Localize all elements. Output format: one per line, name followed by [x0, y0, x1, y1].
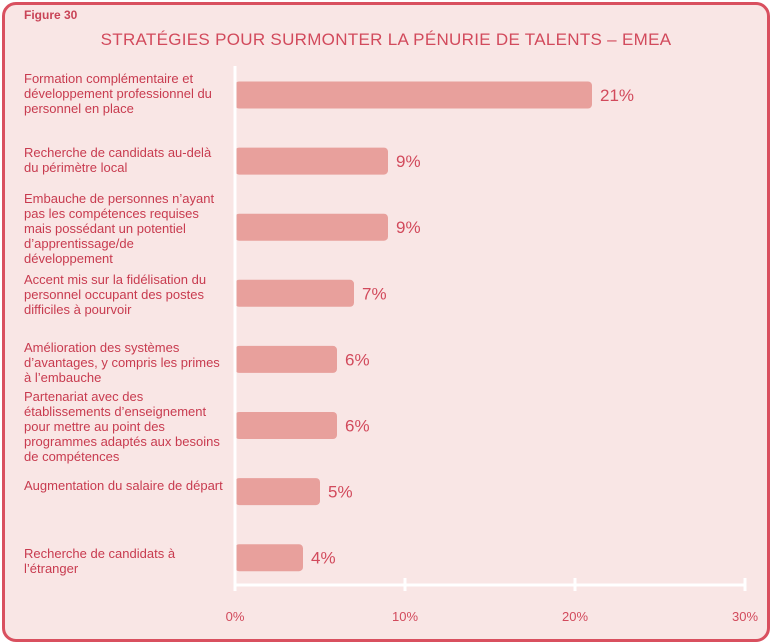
bar	[235, 345, 337, 373]
value-label: 6%	[345, 350, 370, 369]
value-label: 6%	[345, 417, 370, 436]
category-label: Amélioration des systèmes d’avantages, y…	[24, 340, 220, 385]
bar	[235, 81, 592, 109]
value-label: 9%	[396, 218, 421, 237]
x-tick-label: 10%	[392, 609, 418, 624]
category-label: Augmentation du salaire de départ	[24, 478, 223, 493]
category-label: Accent mis sur la fidélisation du person…	[24, 272, 207, 317]
x-tick-label: 0%	[226, 609, 245, 624]
x-tick-label: 20%	[562, 609, 588, 624]
value-label: 21%	[600, 86, 634, 105]
bar	[235, 478, 320, 506]
x-tick-label: 30%	[732, 609, 758, 624]
bar	[235, 279, 354, 307]
category-label: Partenariat avec des établissements d’en…	[24, 389, 220, 464]
value-label: 5%	[328, 483, 353, 502]
category-label: Formation complémentaire et développemen…	[24, 71, 212, 116]
category-label: Recherche de candidats à l’étranger	[24, 546, 176, 576]
chart-title: STRATÉGIES POUR SURMONTER LA PÉNURIE DE …	[100, 30, 672, 49]
category-label: Recherche de candidats au-delà du périmè…	[24, 145, 212, 175]
bar	[235, 147, 388, 175]
bar	[235, 544, 303, 572]
bar	[235, 412, 337, 439]
value-label: 7%	[362, 284, 387, 303]
bar	[235, 213, 388, 241]
figure-label: Figure 30	[24, 8, 78, 22]
value-label: 9%	[396, 152, 421, 171]
category-label: Embauche de personnes n’ayant pas les co…	[24, 191, 215, 266]
value-label: 4%	[311, 549, 336, 568]
